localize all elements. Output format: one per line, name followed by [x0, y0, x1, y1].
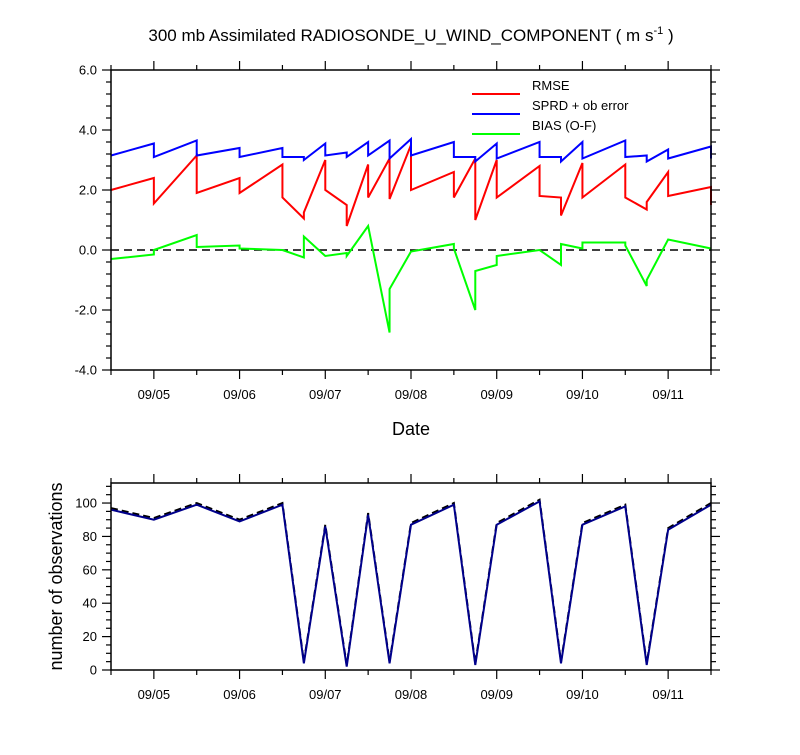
series-line-observations-possible: [110, 499, 712, 667]
y-tick-label: 100: [75, 496, 97, 511]
x-tick-label: 09/07: [309, 387, 342, 402]
y-tick-label: 6.0: [79, 63, 97, 78]
x-tick-label: 09/07: [309, 687, 342, 702]
x-tick-label: 09/10: [566, 687, 599, 702]
x-tick-label: 09/09: [480, 687, 513, 702]
x-axis-title: Date: [392, 419, 430, 439]
series-line-bias-o-f: [110, 223, 712, 333]
legend-label: SPRD + ob error: [532, 98, 629, 113]
plot-frame: [110, 69, 712, 371]
series-line-sprd-ob-error: [110, 136, 712, 164]
series-line-rmse: [110, 144, 712, 227]
y-tick-label: 60: [83, 562, 97, 577]
x-tick-label: 09/08: [395, 687, 428, 702]
y-tick-label: 0: [90, 663, 97, 678]
x-tick-label: 09/10: [566, 387, 599, 402]
y-tick-label: 0.0: [79, 243, 97, 258]
plot-frame: [110, 482, 712, 671]
x-tick-label: 09/11: [652, 387, 684, 402]
x-tick-label: 09/05: [138, 687, 171, 702]
y-tick-label: 40: [83, 596, 97, 611]
y-tick-label: -4.0: [75, 363, 97, 378]
x-tick-label: 09/11: [652, 687, 684, 702]
chart-title: 300 mb Assimilated RADIOSONDE_U_WIND_COM…: [148, 25, 673, 45]
y-axis-title: number of observations: [46, 482, 66, 670]
legend-label: BIAS (O-F): [532, 118, 596, 133]
x-tick-label: 09/08: [395, 387, 428, 402]
x-tick-label: 09/05: [138, 387, 171, 402]
y-tick-label: 2.0: [79, 183, 97, 198]
y-tick-label: 80: [83, 529, 97, 544]
x-tick-label: 09/06: [223, 687, 256, 702]
panel-wind-stats: 09/05 09/06 09/07 09/08 09/09 09/10 09/11 -4.0 -…: [75, 25, 720, 439]
panel-obs-count: 09/05 09/06 09/07 09/08 09/09 09/10 09/11 0 20 40…: [46, 474, 720, 702]
x-tick-label: 09/06: [223, 387, 256, 402]
y-tick-label: -2.0: [75, 303, 97, 318]
legend-label: RMSE: [532, 78, 570, 93]
y-tick-label: 4.0: [79, 123, 97, 138]
y-tick-label: 20: [83, 629, 97, 644]
x-tick-label: 09/09: [480, 387, 513, 402]
